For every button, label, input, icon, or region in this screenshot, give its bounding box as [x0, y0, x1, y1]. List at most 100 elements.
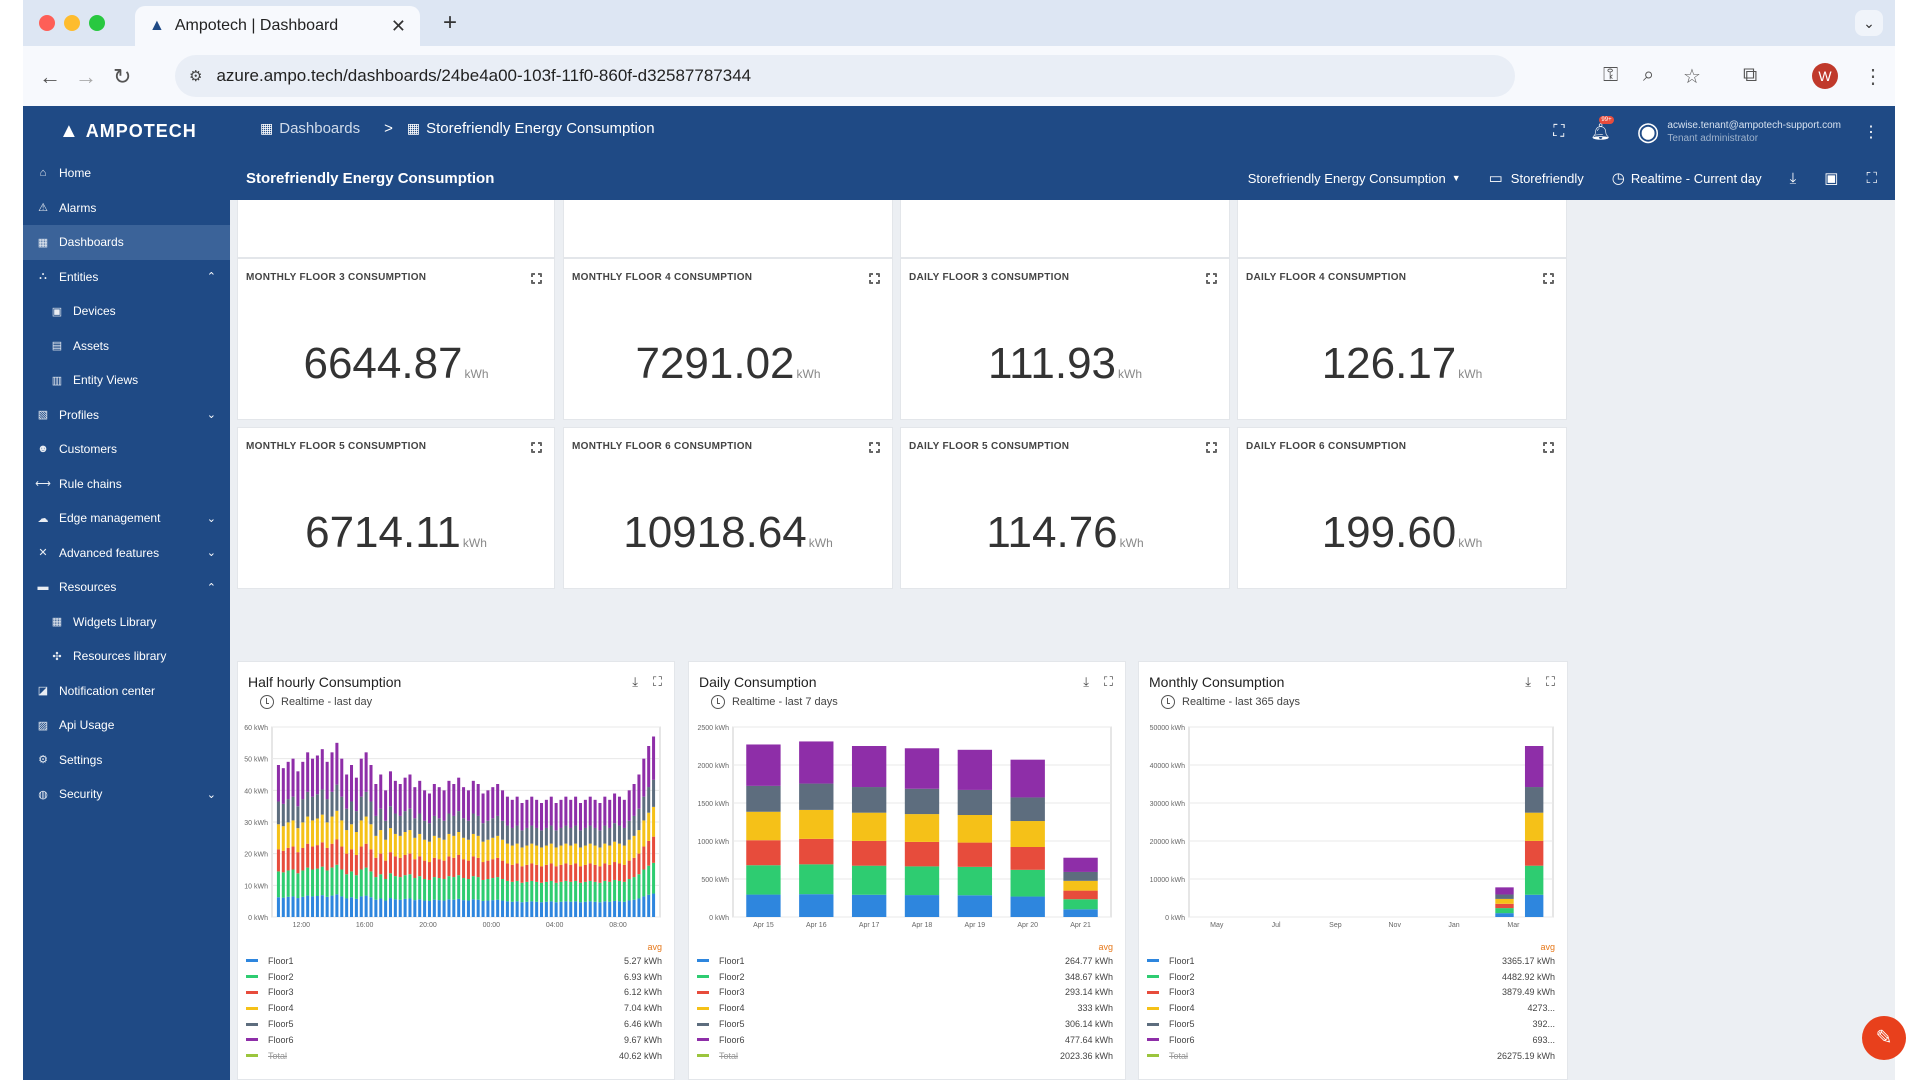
bar-segment-floor6[interactable]: [442, 790, 446, 821]
chevron-down-icon[interactable]: ⌄: [206, 547, 216, 560]
bar-segment-floor6[interactable]: [423, 790, 427, 821]
bar-segment-floor4[interactable]: [369, 824, 373, 850]
bar-segment-floor1[interactable]: [335, 894, 339, 917]
bar-segment-floor1[interactable]: [530, 901, 534, 917]
bar-segment-floor4[interactable]: [345, 830, 349, 854]
bar-segment-floor1[interactable]: [501, 900, 505, 917]
bar-segment-floor2[interactable]: [647, 865, 651, 895]
bar-segment-floor4[interactable]: [354, 832, 358, 855]
close-window-button[interactable]: [39, 15, 55, 31]
bar-segment-floor1[interactable]: [632, 899, 636, 917]
bar-segment-floor5[interactable]: [398, 815, 402, 836]
bar-segment-floor5[interactable]: [540, 830, 544, 848]
bar-segment-floor2[interactable]: [642, 869, 646, 897]
bar-segment-floor1[interactable]: [515, 901, 519, 917]
bar-segment-floor3[interactable]: [442, 860, 446, 879]
legend-row[interactable]: Floor1 3365.17 kWh: [1147, 953, 1555, 969]
bar-segment-floor5[interactable]: [413, 818, 417, 838]
bar-segment-floor6[interactable]: [957, 749, 993, 790]
bar-segment-floor6[interactable]: [281, 768, 285, 804]
bar-segment-floor2[interactable]: [652, 862, 656, 894]
bar-segment-floor2[interactable]: [364, 867, 368, 896]
bar-segment-floor3[interactable]: [637, 853, 641, 875]
sidebar-item-profiles[interactable]: ▧ Profiles ⌄: [23, 398, 230, 433]
chevron-down-icon[interactable]: ⌄: [206, 512, 216, 525]
bar-segment-floor6[interactable]: [408, 774, 412, 809]
bar-segment-floor2[interactable]: [564, 880, 568, 902]
bar-segment-floor2[interactable]: [505, 880, 509, 902]
bar-segment-floor6[interactable]: [1063, 857, 1098, 872]
bar-segment-floor4[interactable]: [578, 847, 582, 867]
bar-segment-floor5[interactable]: [652, 779, 656, 807]
bar-segment-floor6[interactable]: [466, 790, 470, 821]
bar-segment-floor4[interactable]: [574, 843, 578, 864]
bar-segment-floor3[interactable]: [423, 860, 427, 879]
password-key-icon[interactable]: ⚿: [1603, 64, 1619, 86]
bar-segment-floor4[interactable]: [520, 847, 524, 867]
bar-segment-floor3[interactable]: [617, 863, 621, 881]
chart-timewindow[interactable]: Realtime - last 7 days: [711, 695, 838, 709]
bar-segment-floor5[interactable]: [564, 825, 568, 844]
bar-segment-floor6[interactable]: [608, 799, 612, 828]
bar-segment-floor6[interactable]: [505, 796, 509, 826]
bar-segment-floor1[interactable]: [340, 896, 344, 917]
bar-segment-floor3[interactable]: [413, 859, 417, 879]
bar-segment-floor3[interactable]: [345, 853, 349, 875]
bar-segment-floor6[interactable]: [276, 765, 280, 802]
bar-segment-floor3[interactable]: [427, 862, 431, 880]
widget-fullscreen-icon[interactable]: [1205, 441, 1218, 454]
bar-segment-floor3[interactable]: [632, 857, 636, 878]
bar-segment-floor3[interactable]: [746, 840, 781, 866]
bar-segment-floor6[interactable]: [637, 774, 641, 809]
widget-fullscreen-icon[interactable]: [1542, 441, 1555, 454]
widget-fullscreen-icon[interactable]: [868, 441, 881, 454]
bar-segment-floor4[interactable]: [408, 830, 412, 854]
bar-segment-floor5[interactable]: [491, 818, 495, 838]
bar-segment-floor1[interactable]: [608, 901, 612, 917]
bar-segment-floor1[interactable]: [462, 900, 466, 917]
sidebar-item-entity-views[interactable]: ▥ Entity Views: [23, 363, 230, 398]
bar-segment-floor6[interactable]: [632, 784, 636, 816]
bar-segment-floor4[interactable]: [418, 833, 422, 857]
bar-segment-floor1[interactable]: [510, 901, 514, 917]
bar-segment-floor6[interactable]: [496, 784, 500, 816]
bar-segment-floor6[interactable]: [345, 774, 349, 809]
bar-segment-floor6[interactable]: [535, 799, 539, 828]
bar-segment-floor4[interactable]: [535, 845, 539, 865]
bar-segment-floor2[interactable]: [471, 876, 475, 900]
bar-segment-floor5[interactable]: [1063, 871, 1098, 881]
bar-segment-floor2[interactable]: [427, 879, 431, 901]
dashboard-fullscreen-icon[interactable]: ⛶: [1866, 169, 1877, 187]
bar-segment-floor4[interactable]: [1495, 898, 1514, 904]
bar-segment-floor3[interactable]: [1524, 840, 1544, 866]
legend-row[interactable]: Total 40.62 kWh: [246, 1048, 662, 1064]
bar-segment-floor5[interactable]: [549, 825, 553, 844]
bar-segment-floor6[interactable]: [447, 780, 451, 814]
bar-segment-floor1[interactable]: [408, 898, 412, 917]
bar-segment-floor6[interactable]: [350, 765, 354, 802]
bar-segment-floor4[interactable]: [652, 806, 656, 837]
bar-segment-floor4[interactable]: [437, 837, 441, 860]
bar-segment-floor4[interactable]: [799, 809, 834, 839]
bar-segment-floor1[interactable]: [437, 900, 441, 917]
bar-segment-floor3[interactable]: [496, 857, 500, 878]
bar-segment-floor3[interactable]: [540, 866, 544, 883]
bar-segment-floor4[interactable]: [559, 845, 563, 865]
bar-segment-floor3[interactable]: [286, 847, 290, 871]
bar-segment-floor5[interactable]: [369, 801, 373, 825]
bar-segment-floor6[interactable]: [515, 796, 519, 826]
bar-segment-floor2[interactable]: [345, 874, 349, 899]
bar-segment-floor3[interactable]: [301, 847, 305, 871]
bar-segment-floor5[interactable]: [315, 794, 319, 819]
bar-segment-floor5[interactable]: [603, 825, 607, 844]
bar-segment-floor4[interactable]: [530, 843, 534, 864]
sidebar-item-assets[interactable]: ▤ Assets: [23, 329, 230, 364]
bar-segment-floor5[interactable]: [437, 818, 441, 838]
legend-row[interactable]: Floor2 4482.92 kWh: [1147, 969, 1555, 985]
bar-segment-floor6[interactable]: [359, 758, 363, 797]
bar-segment-floor2[interactable]: [296, 873, 300, 899]
bar-segment-floor3[interactable]: [291, 846, 295, 870]
zoom-icon[interactable]: ⌕: [1643, 64, 1655, 86]
bar-segment-floor5[interactable]: [364, 791, 368, 817]
bar-segment-floor2[interactable]: [904, 866, 940, 896]
